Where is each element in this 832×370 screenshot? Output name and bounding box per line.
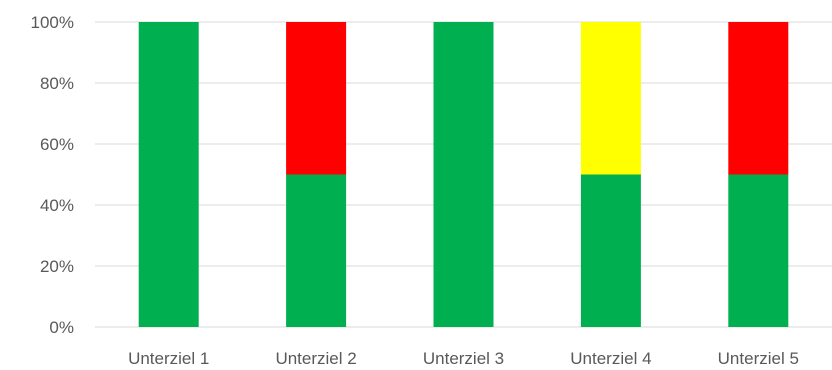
bar-segment-3-1 xyxy=(433,22,494,327)
y-tick-label: 40% xyxy=(40,196,74,215)
x-category-label: Unterziel 3 xyxy=(423,349,504,368)
y-tick-label: 60% xyxy=(40,135,74,154)
bar-segment-5-3 xyxy=(728,22,789,175)
bar-segment-4-1 xyxy=(580,174,641,327)
bars xyxy=(138,22,789,327)
y-tick-label: 0% xyxy=(49,318,74,337)
x-axis: Unterziel 1 Unterziel 2 Unterziel 3 Unterzi… xyxy=(128,349,799,368)
x-category-label: Unterziel 1 xyxy=(128,349,209,368)
bar-segment-2-3 xyxy=(286,22,347,175)
bar-segment-4-2 xyxy=(580,22,641,175)
y-axis: 0% 20% 40% 60% 80% 100% xyxy=(31,13,74,337)
bar-segment-1-1 xyxy=(138,22,199,327)
bar-segment-2-1 xyxy=(286,174,347,327)
x-category-label: Unterziel 4 xyxy=(570,349,651,368)
y-tick-label: 80% xyxy=(40,74,74,93)
y-tick-label: 100% xyxy=(31,13,74,32)
y-tick-label: 20% xyxy=(40,257,74,276)
x-category-label: Unterziel 5 xyxy=(718,349,799,368)
bar-segment-5-1 xyxy=(728,174,789,327)
x-category-label: Unterziel 2 xyxy=(275,349,356,368)
